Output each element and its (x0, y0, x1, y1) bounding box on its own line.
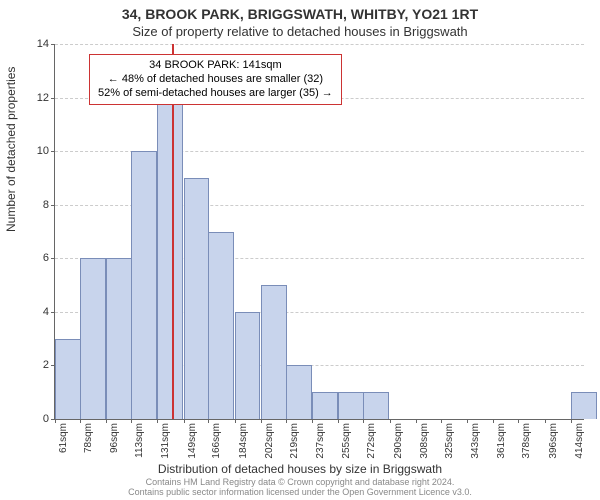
xtick-label: 308sqm (419, 423, 430, 459)
annotation-line: 34 BROOK PARK: 141sqm (98, 59, 333, 73)
ytick-label: 8 (43, 199, 49, 211)
histogram-bar (55, 339, 81, 419)
chart-subtitle: Size of property relative to detached ho… (0, 24, 600, 39)
xtick-mark (55, 419, 56, 423)
histogram-bar (80, 258, 106, 419)
x-axis-label: Distribution of detached houses by size … (0, 462, 600, 476)
histogram-bar (312, 392, 338, 419)
xtick-mark (80, 419, 81, 423)
ytick-label: 2 (43, 359, 49, 371)
xtick-mark (286, 419, 287, 423)
xtick-mark (467, 419, 468, 423)
footer-line-2: Contains public sector information licen… (0, 488, 600, 498)
histogram-bar (131, 151, 157, 419)
histogram-bar (571, 392, 597, 419)
xtick-mark (157, 419, 158, 423)
xtick-mark (106, 419, 107, 423)
histogram-bar (106, 258, 132, 419)
xtick-mark (208, 419, 209, 423)
xtick-label: 361sqm (496, 423, 507, 459)
xtick-label: 378sqm (521, 423, 532, 459)
histogram-bar (261, 285, 287, 419)
xtick-label: 166sqm (211, 423, 222, 459)
xtick-label: 96sqm (109, 423, 120, 453)
ytick-label: 12 (37, 92, 49, 104)
xtick-label: 149sqm (187, 423, 198, 459)
xtick-label: 396sqm (548, 423, 559, 459)
xtick-label: 255sqm (341, 423, 352, 459)
xtick-label: 202sqm (264, 423, 275, 459)
xtick-label: 325sqm (444, 423, 455, 459)
annotation-line: 52% of semi-detached houses are larger (… (98, 87, 333, 101)
xtick-label: 237sqm (315, 423, 326, 459)
xtick-mark (184, 419, 185, 423)
xtick-mark (235, 419, 236, 423)
xtick-label: 113sqm (134, 423, 145, 458)
ytick-label: 10 (37, 145, 49, 157)
xtick-label: 414sqm (574, 423, 585, 459)
ytick-mark (51, 98, 55, 99)
y-axis-label: Number of detached properties (4, 67, 18, 232)
xtick-label: 78sqm (83, 423, 94, 453)
chart-title: 34, BROOK PARK, BRIGGSWATH, WHITBY, YO21… (0, 6, 600, 22)
ytick-mark (51, 205, 55, 206)
xtick-mark (390, 419, 391, 423)
ytick-mark (51, 312, 55, 313)
annotation-box: 34 BROOK PARK: 141sqm← 48% of detached h… (89, 54, 342, 105)
xtick-mark (416, 419, 417, 423)
xtick-mark (493, 419, 494, 423)
histogram-bar (286, 365, 312, 419)
xtick-mark (441, 419, 442, 423)
xtick-label: 61sqm (58, 423, 69, 453)
xtick-label: 290sqm (393, 423, 404, 459)
xtick-mark (571, 419, 572, 423)
histogram-bar (157, 98, 183, 419)
histogram-chart: 34, BROOK PARK, BRIGGSWATH, WHITBY, YO21… (0, 0, 600, 500)
histogram-bar (184, 178, 210, 419)
chart-footer: Contains HM Land Registry data © Crown c… (0, 478, 600, 498)
histogram-bar (208, 232, 234, 420)
annotation-line: ← 48% of detached houses are smaller (32… (98, 73, 333, 87)
ytick-label: 6 (43, 252, 49, 264)
ytick-mark (51, 151, 55, 152)
histogram-bar (235, 312, 261, 419)
plot-area: 0246810121461sqm78sqm96sqm113sqm131sqm14… (54, 44, 584, 420)
ytick-label: 14 (37, 38, 49, 50)
xtick-mark (312, 419, 313, 423)
histogram-bar (338, 392, 364, 419)
xtick-mark (518, 419, 519, 423)
xtick-mark (261, 419, 262, 423)
xtick-mark (131, 419, 132, 423)
xtick-label: 219sqm (289, 423, 300, 459)
ytick-label: 4 (43, 306, 49, 318)
xtick-label: 131sqm (160, 423, 171, 459)
ytick-mark (51, 44, 55, 45)
xtick-label: 272sqm (366, 423, 377, 459)
xtick-mark (545, 419, 546, 423)
xtick-mark (363, 419, 364, 423)
xtick-mark (338, 419, 339, 423)
ytick-label: 0 (43, 413, 49, 425)
xtick-label: 184sqm (238, 423, 249, 459)
ytick-mark (51, 258, 55, 259)
xtick-label: 343sqm (470, 423, 481, 459)
gridline (55, 44, 584, 45)
histogram-bar (363, 392, 389, 419)
